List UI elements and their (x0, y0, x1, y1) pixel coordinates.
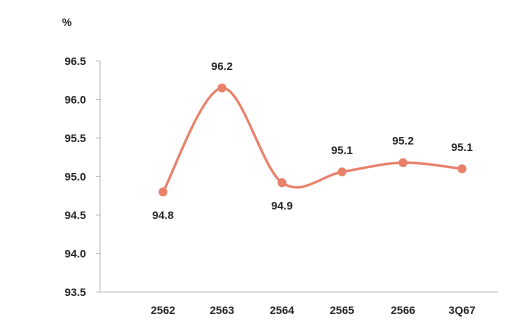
x-tick-label: 2566 (391, 305, 415, 317)
y-tick-label: 94.0 (65, 249, 86, 261)
x-axis: 2562 2563 2564 2565 2566 3Q67 (100, 291, 498, 317)
data-point (158, 187, 168, 197)
data-label: 94.8 (152, 210, 173, 222)
series-group (158, 83, 467, 197)
y-tick-label: 96.0 (65, 95, 86, 107)
data-label: 95.1 (451, 142, 472, 154)
y-tick-label: 95.5 (65, 133, 86, 145)
data-point (457, 164, 467, 174)
data-label: 95.2 (392, 136, 413, 148)
series-line (161, 86, 464, 194)
data-point (398, 158, 408, 168)
data-point (337, 167, 347, 177)
y-tick-label: 94.5 (65, 210, 86, 222)
data-label: 96.2 (211, 61, 232, 73)
x-tick-label: 2562 (151, 305, 175, 317)
x-tick-label: 3Q67 (449, 305, 476, 317)
data-label: 94.9 (271, 201, 292, 213)
data-labels: 94.8 96.2 94.9 95.1 95.2 95.1 (152, 61, 472, 222)
y-axis-unit-label: % (62, 17, 72, 29)
y-axis: 93.5 94.0 94.5 95.0 95.5 96.0 96.5 (65, 56, 101, 299)
x-tick-label: 2565 (330, 305, 354, 317)
data-point (217, 83, 227, 93)
x-tick-label: 2563 (210, 305, 234, 317)
y-tick-label: 95.0 (65, 172, 86, 184)
x-tick-label: 2564 (270, 305, 295, 317)
y-tick-label: 93.5 (65, 287, 86, 299)
data-label: 95.1 (331, 145, 352, 157)
data-point (277, 178, 287, 188)
y-tick-label: 96.5 (65, 56, 86, 68)
